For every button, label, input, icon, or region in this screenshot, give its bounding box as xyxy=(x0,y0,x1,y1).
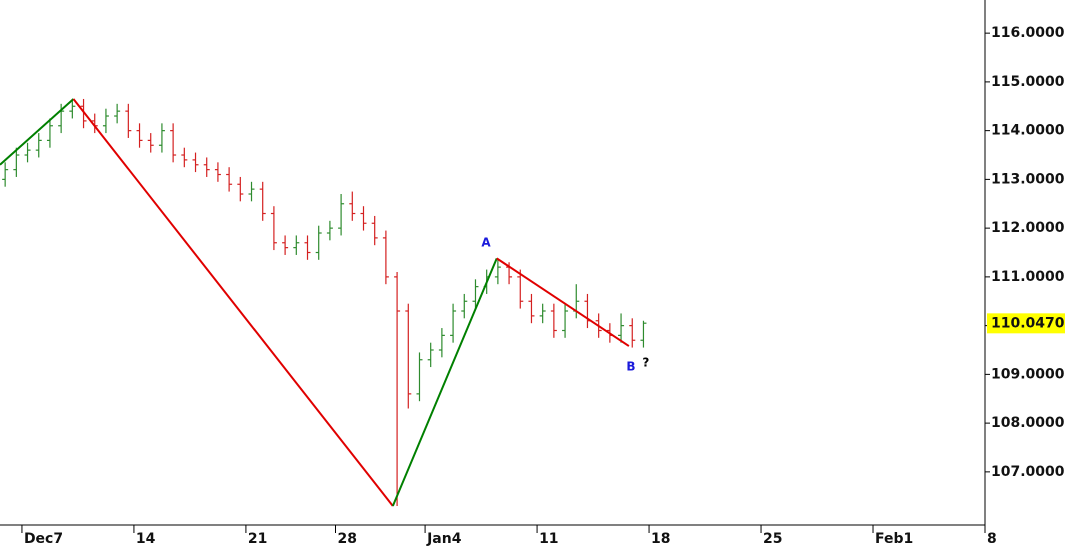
wave-line xyxy=(0,98,75,166)
y-tick-label: 114.0000 xyxy=(991,123,1065,139)
y-tick-label: 109.0000 xyxy=(991,366,1065,382)
wave-line xyxy=(391,257,498,507)
x-tick-label: 8 xyxy=(987,531,997,547)
y-tick-label: 113.0000 xyxy=(991,171,1065,187)
last-price-label: 110.0470 xyxy=(991,315,1065,331)
y-tick-label: 112.0000 xyxy=(991,220,1065,236)
x-tick-label: 28 xyxy=(338,531,357,547)
wave-line xyxy=(72,98,394,507)
wave-line xyxy=(496,257,630,347)
y-tick-label: 108.0000 xyxy=(991,415,1065,431)
x-tick-label: Jan4 xyxy=(426,531,462,547)
y-tick-label: 111.0000 xyxy=(991,269,1065,285)
wave-label: A xyxy=(481,236,491,250)
x-tick-label: 25 xyxy=(763,531,782,547)
x-tick-label: 14 xyxy=(136,531,156,547)
y-tick-label: 115.0000 xyxy=(991,74,1065,90)
x-tick-label: Dec7 xyxy=(24,531,63,547)
y-tick-label: 107.0000 xyxy=(991,464,1065,480)
x-tick-label: 11 xyxy=(539,531,558,547)
x-tick-label: 18 xyxy=(651,531,670,547)
y-tick-label: 116.0000 xyxy=(991,25,1065,41)
last-price-box xyxy=(987,313,1065,334)
wave-label: B xyxy=(626,360,635,374)
x-tick-label: 21 xyxy=(248,531,267,547)
x-tick-label: Feb1 xyxy=(875,531,913,547)
wave-label: ? xyxy=(642,356,649,370)
